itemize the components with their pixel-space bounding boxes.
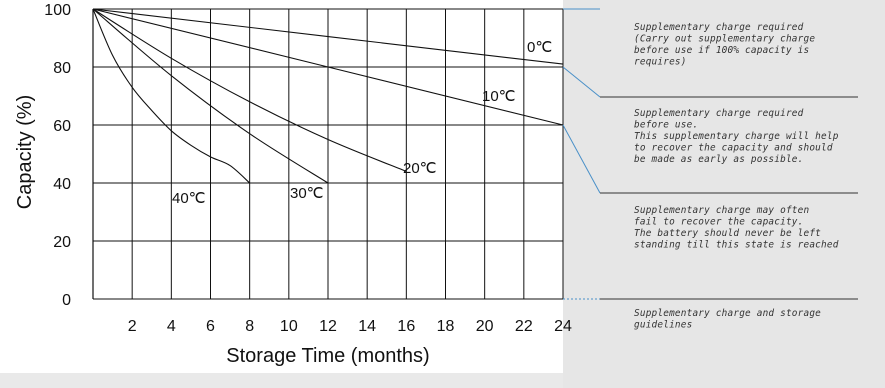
series-label: 40℃ [172,190,206,207]
series-label: 30℃ [290,185,324,202]
x-tick-label: 6 [206,318,215,335]
series-layer [92,8,564,184]
zone-connector [562,66,601,98]
x-tick-label: 12 [319,318,337,335]
series-label: 10℃ [482,88,516,105]
y-tick-label: 40 [53,176,71,193]
zone-note-line: Supplementary charge required [634,108,804,119]
zone-note-line: Supplementary charge and storage [634,308,821,319]
x-tick-label: 14 [358,318,376,335]
x-tick-label: 8 [245,318,254,335]
x-tick-label: 22 [515,318,533,335]
series-line [92,8,564,126]
x-tick-label: 20 [476,318,494,335]
x-tick-label: 10 [280,318,298,335]
zone-note-line: fail to recover the capacity. [634,217,803,228]
x-axis-title: Storage Time (months) [226,345,429,367]
x-tick-label: 2 [128,318,137,335]
y-tick-label: 0 [62,292,71,309]
zone-note-line: (Carry out supplementary charge [634,34,815,45]
x-tick-label: 4 [167,318,176,335]
grid [92,8,564,300]
zone-note-line: The battery should never be left [634,228,821,239]
x-tick-label: 24 [554,318,572,335]
guideline-panel [563,0,885,388]
y-tick-label: 80 [53,60,71,77]
zone-note-line: Supplementary charge required [634,22,804,33]
zone-note-line: Supplementary charge may often [634,205,809,216]
zone-note-line: to recover the capacity and should [634,143,833,154]
zone-note-line: requires) [634,57,687,68]
x-tick-label: 16 [397,318,415,335]
zone-note-line: This supplementary charge will help [634,131,839,142]
series-label: 20℃ [403,160,437,177]
zone-annotations: Supplementary charge required(Carry out … [562,8,858,331]
zone-note-line: guidelines [634,320,692,331]
zone-note-line: standing till this state is reached [634,240,839,251]
zone-note-line: be made as early as possible. [634,154,803,165]
y-axis-title: Capacity (%) [14,95,36,209]
y-tick-label: 60 [53,118,71,135]
x-tick-label: 18 [437,318,455,335]
series-line [92,8,407,172]
zone-note-line: before use if 100% capacity is [634,45,809,56]
tick-labels: 2 4 6 8 10 12 14 16 18 20 22 240204060801000℃10℃20℃… [44,2,572,335]
y-tick-label: 100 [44,2,71,19]
series-line [92,8,251,184]
zone-connector [562,124,601,194]
y-tick-label: 20 [53,234,71,251]
series-line [92,8,564,65]
series-line [92,8,329,184]
zone-note-line: before use. [634,120,698,131]
series-label: 0℃ [527,39,552,56]
